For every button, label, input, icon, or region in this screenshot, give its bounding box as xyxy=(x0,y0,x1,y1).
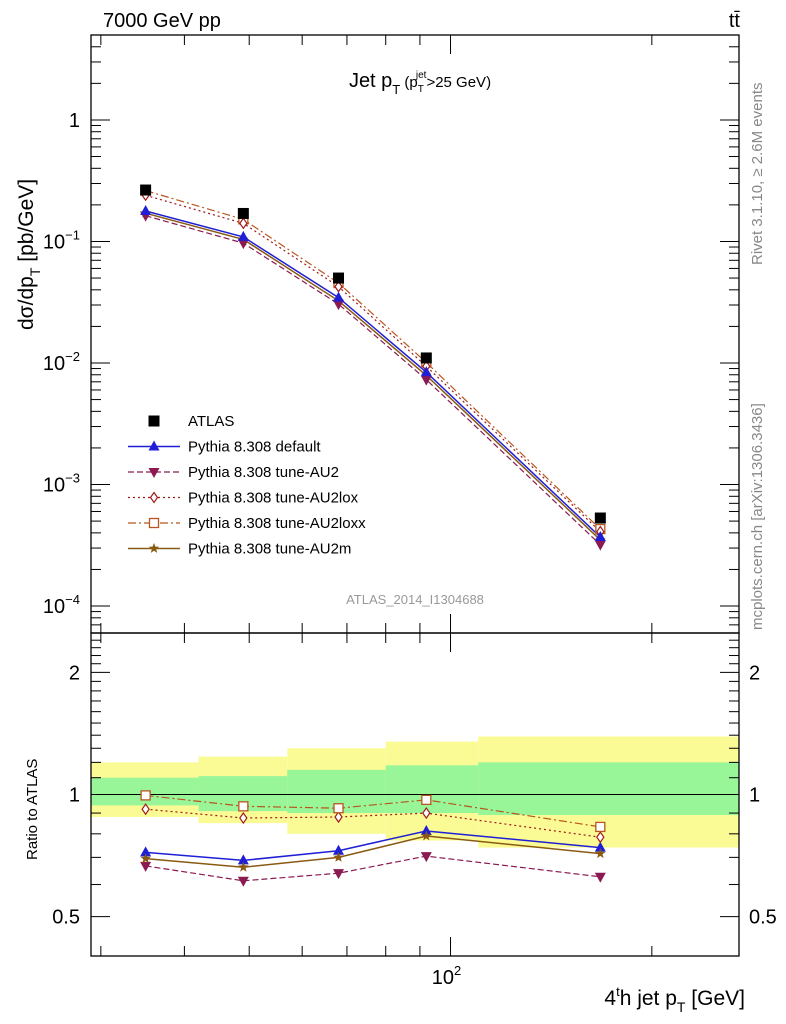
data-point-au2 xyxy=(333,300,345,311)
legend-marker-atlas xyxy=(148,415,160,427)
data-point-atlas xyxy=(333,272,345,284)
y-tick-label: 10−3 xyxy=(43,471,80,497)
ratio-point-au2m xyxy=(421,830,432,841)
data-point-default xyxy=(333,291,345,302)
ratio-point-au2lox xyxy=(596,831,605,844)
y-tick-label: 1 xyxy=(69,110,80,132)
ratio-point-au2lox xyxy=(239,811,248,825)
data-point-atlas xyxy=(420,352,432,364)
data-point-default xyxy=(237,230,249,241)
ratio-point-au2loxx xyxy=(595,821,606,833)
legend-marker-au2m xyxy=(148,543,160,553)
stat-uncertainty-band xyxy=(385,765,479,814)
ratio-point-au2m xyxy=(140,853,151,864)
ratio-point-au2loxx xyxy=(140,790,151,801)
ratio-y-tick-label: 0.5 xyxy=(52,907,80,929)
ratio-point-au2loxx xyxy=(333,803,344,814)
legend-marker-au2 xyxy=(148,468,160,478)
data-point-default xyxy=(420,366,432,377)
ratio-point-au2m xyxy=(595,848,606,859)
ratio-point-au2 xyxy=(333,869,345,880)
process-label: 7000 GeV pp xyxy=(103,10,221,32)
ratio-panel: 0.5 0.5 1 1 2 2 102 xyxy=(52,632,777,989)
ratio-point-au2m xyxy=(333,851,344,862)
ratio-line-au2 xyxy=(145,855,601,882)
ratio-point-default xyxy=(333,844,345,855)
ratio-point-au2 xyxy=(237,876,249,887)
legend-marker-au2lox xyxy=(149,491,159,504)
ratio-point-default xyxy=(420,824,432,835)
series-line-au2loxx xyxy=(145,190,601,530)
final-state-label: tt̄ xyxy=(729,10,741,32)
ratio-point-au2loxx xyxy=(238,801,249,812)
data-point-au2 xyxy=(237,239,249,250)
data-point-au2 xyxy=(594,540,606,551)
ratio-line-au2lox xyxy=(145,808,601,838)
ratio-point-au2 xyxy=(594,872,606,883)
data-point-default xyxy=(140,205,152,216)
y-tick-label: 10−2 xyxy=(43,349,80,375)
x-tick-label: 102 xyxy=(432,963,461,989)
data-point-atlas xyxy=(140,184,152,196)
ratio-y-tick-label: 2 xyxy=(69,662,80,684)
ratio-point-default xyxy=(237,854,249,865)
y-axis-title: dσ/dpT [pb/GeV] xyxy=(15,179,43,330)
legend-marker-default xyxy=(148,440,160,451)
data-point-au2 xyxy=(420,375,432,386)
chart-title: Jet pT (pTjet>25 GeV) xyxy=(349,70,491,97)
legend-label-au2lox: Pythia 8.308 tune-AU2lox xyxy=(188,490,359,507)
analysis-id-label: ATLAS_2014_I1304688 xyxy=(346,592,484,607)
legend-label-atlas: ATLAS xyxy=(188,413,234,430)
ratio-point-au2 xyxy=(140,861,152,872)
ratio-y-tick-label-right: 2 xyxy=(749,662,760,684)
ratio-y-tick-label: 1 xyxy=(69,785,80,807)
y-tick-label: 10−4 xyxy=(43,592,80,618)
legend-label-au2: Pythia 8.308 tune-AU2 xyxy=(188,464,339,481)
legend-label-au2loxx: Pythia 8.308 tune-AU2loxx xyxy=(188,515,366,532)
legend-label-default: Pythia 8.308 default xyxy=(188,439,321,456)
main-panel: 1 10−1 10−2 10−3 10−4 xyxy=(43,34,740,634)
data-point-atlas xyxy=(594,512,606,524)
ratio-y-tick-label-right: 1 xyxy=(749,785,760,807)
x-axis-title: 4th jet pT [GeV] xyxy=(604,984,745,1015)
ratio-point-au2loxx xyxy=(421,794,432,806)
ratio-point-au2m xyxy=(238,861,249,872)
ratio-y-axis-title: Ratio to ATLAS xyxy=(24,759,41,860)
mcplots-label: mcplots.cern.ch [arXiv:1306.3436] xyxy=(749,403,766,630)
y-tick-label: 10−1 xyxy=(43,227,80,253)
legend-label-au2m: Pythia 8.308 tune-AU2m xyxy=(188,541,351,558)
data-point-atlas xyxy=(237,207,249,219)
data-point-au2lox xyxy=(239,217,248,230)
stat-uncertainty-band xyxy=(478,762,739,816)
series-line-au2 xyxy=(145,215,601,546)
ratio-point-au2lox xyxy=(422,807,431,820)
data-point-au2lox xyxy=(334,280,343,293)
series-line-default xyxy=(145,210,601,538)
legend: ATLAS Pythia 8.308 default Pythia 8.308 tu… xyxy=(128,413,366,558)
ratio-y-tick-label-right: 0.5 xyxy=(749,907,777,929)
series-line-au2lox xyxy=(145,194,601,533)
data-point-default xyxy=(594,530,606,541)
ratio-point-au2lox xyxy=(334,810,343,824)
legend-marker-au2loxx xyxy=(148,517,160,529)
ratio-point-au2 xyxy=(420,852,432,863)
ratio-point-default xyxy=(594,841,606,852)
ratio-point-au2lox xyxy=(141,803,150,816)
ratio-point-default xyxy=(140,846,152,857)
rivet-version-label: Rivet 3.1.10, ≥ 2.6M events xyxy=(749,83,766,266)
